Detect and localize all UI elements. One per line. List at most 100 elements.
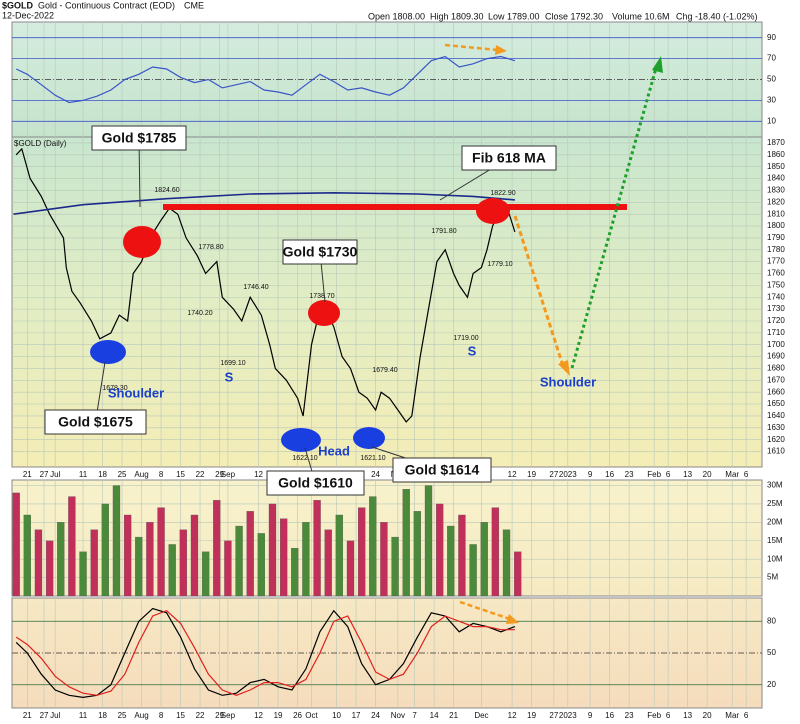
x-tick-label: 19 bbox=[527, 711, 536, 720]
x-tick-label: 20 bbox=[703, 711, 712, 720]
y-tick-label: 1700 bbox=[767, 340, 785, 349]
pattern-label: Shoulder bbox=[108, 385, 164, 400]
x-tick-label: 26 bbox=[293, 711, 302, 720]
trough-marker bbox=[353, 427, 385, 449]
series-line bbox=[15, 610, 515, 696]
volume-bar bbox=[57, 522, 65, 597]
x-tick-label: 6 bbox=[744, 711, 749, 720]
symbol: $GOLD bbox=[2, 0, 34, 10]
x-tick-label: Nov bbox=[391, 711, 405, 720]
volume-bar bbox=[357, 507, 366, 597]
x-tick-label: 6 bbox=[744, 470, 749, 479]
volume-bar bbox=[324, 529, 332, 597]
x-tick-label: 19 bbox=[527, 470, 536, 479]
plots: 1030507090161016201630164016501660167016… bbox=[12, 22, 785, 720]
price-label: 1622.10 bbox=[292, 455, 317, 462]
y-tick-label: 1640 bbox=[767, 411, 785, 420]
trough-marker bbox=[90, 340, 126, 364]
y-tick-label: 1630 bbox=[767, 423, 785, 432]
volume-bar bbox=[101, 503, 109, 597]
y-tick-label: 1780 bbox=[767, 245, 785, 254]
volume-bar bbox=[436, 503, 444, 597]
exchange: CME bbox=[184, 0, 204, 10]
x-tick-label: 8 bbox=[159, 470, 164, 479]
y-tick-label: 1660 bbox=[767, 387, 785, 396]
volume-bar bbox=[268, 503, 277, 597]
arrow bbox=[459, 600, 511, 621]
x-tick-label: 24 bbox=[371, 711, 380, 720]
y-tick-label: 10M bbox=[767, 554, 783, 563]
x-tick-label: 12 bbox=[508, 711, 517, 720]
x-tick-label: 12 bbox=[508, 470, 517, 479]
y-tick-label: 20M bbox=[767, 517, 783, 526]
y-tick-label: 80 bbox=[767, 616, 776, 625]
arrow bbox=[570, 67, 658, 369]
price-label: 1822.90 bbox=[490, 190, 515, 197]
callout: Gold $1610 bbox=[278, 475, 353, 491]
x-tick-label: Oct bbox=[305, 711, 318, 720]
grid bbox=[12, 137, 762, 467]
volume-bar bbox=[12, 492, 20, 597]
x-tick-label: 23 bbox=[625, 711, 634, 720]
y-tick-label: 1790 bbox=[767, 233, 785, 242]
callout: Fib 618 MA bbox=[472, 150, 546, 166]
y-tick-label: 1720 bbox=[767, 316, 785, 325]
grid bbox=[12, 598, 762, 708]
x-tick-label: 13 bbox=[683, 711, 692, 720]
y-tick-label: 1870 bbox=[767, 138, 785, 147]
x-tick-label: 12 bbox=[254, 470, 263, 479]
x-tick-label: 7 bbox=[412, 711, 417, 720]
volume-bar bbox=[447, 525, 455, 597]
x-tick-label: Sep bbox=[221, 470, 236, 479]
volume-bar bbox=[23, 514, 31, 597]
arrow-head bbox=[506, 614, 519, 624]
pattern-label: Shoulder bbox=[540, 374, 596, 389]
volume-bar bbox=[491, 507, 500, 597]
volume-bar bbox=[179, 529, 187, 597]
arrow-head bbox=[558, 360, 570, 376]
y-tick-label: 25M bbox=[767, 499, 783, 508]
volume-bar bbox=[213, 500, 221, 597]
x-tick-label: Mar bbox=[725, 711, 739, 720]
volume-bar bbox=[480, 522, 488, 597]
y-tick-label: 1740 bbox=[767, 292, 785, 301]
x-tick-label: 19 bbox=[274, 711, 283, 720]
x-tick-label: 2023 bbox=[559, 470, 577, 479]
volume-bar bbox=[313, 500, 321, 597]
price-label: 1791.80 bbox=[431, 228, 456, 235]
x-tick-label: 21 bbox=[449, 711, 458, 720]
callout-box bbox=[44, 409, 147, 435]
volume-bar bbox=[123, 514, 132, 597]
x-tick-label: 22 bbox=[196, 470, 205, 479]
volume-bar bbox=[257, 533, 265, 597]
grid bbox=[12, 22, 762, 137]
price-label: 1740.20 bbox=[187, 310, 212, 317]
y-tick-label: 50 bbox=[767, 75, 776, 84]
y-tick-label: 1800 bbox=[767, 221, 785, 230]
volume-bar bbox=[369, 496, 377, 597]
price-label: 1746.40 bbox=[243, 284, 268, 291]
price-label: 1738.70 bbox=[309, 293, 334, 300]
x-tick-label: 9 bbox=[588, 711, 593, 720]
x-tick-label: 22 bbox=[196, 711, 205, 720]
x-tick-label: 20 bbox=[703, 470, 712, 479]
x-tick-label: Sep bbox=[221, 711, 236, 720]
volume-bar bbox=[291, 547, 299, 597]
arrow bbox=[513, 215, 565, 367]
panel-label: $GOLD (Daily) bbox=[14, 139, 67, 148]
y-tick-label: 1760 bbox=[767, 269, 785, 278]
price-label: 1779.10 bbox=[487, 261, 512, 268]
y-tick-label: 1610 bbox=[767, 447, 785, 456]
series-line bbox=[15, 147, 516, 423]
y-tick-label: 30 bbox=[767, 96, 776, 105]
arrow bbox=[444, 43, 499, 52]
price-label: 1699.10 bbox=[220, 360, 245, 367]
y-tick-label: 1620 bbox=[767, 435, 785, 444]
volume-bar bbox=[34, 529, 43, 597]
pattern-label: S bbox=[468, 343, 477, 358]
volume-bar bbox=[413, 511, 422, 597]
quote-item: Volume 10.6M bbox=[612, 11, 670, 21]
peak-marker bbox=[123, 226, 161, 258]
price-label: 1719.00 bbox=[453, 335, 478, 342]
x-tick-label: 12 bbox=[254, 711, 263, 720]
